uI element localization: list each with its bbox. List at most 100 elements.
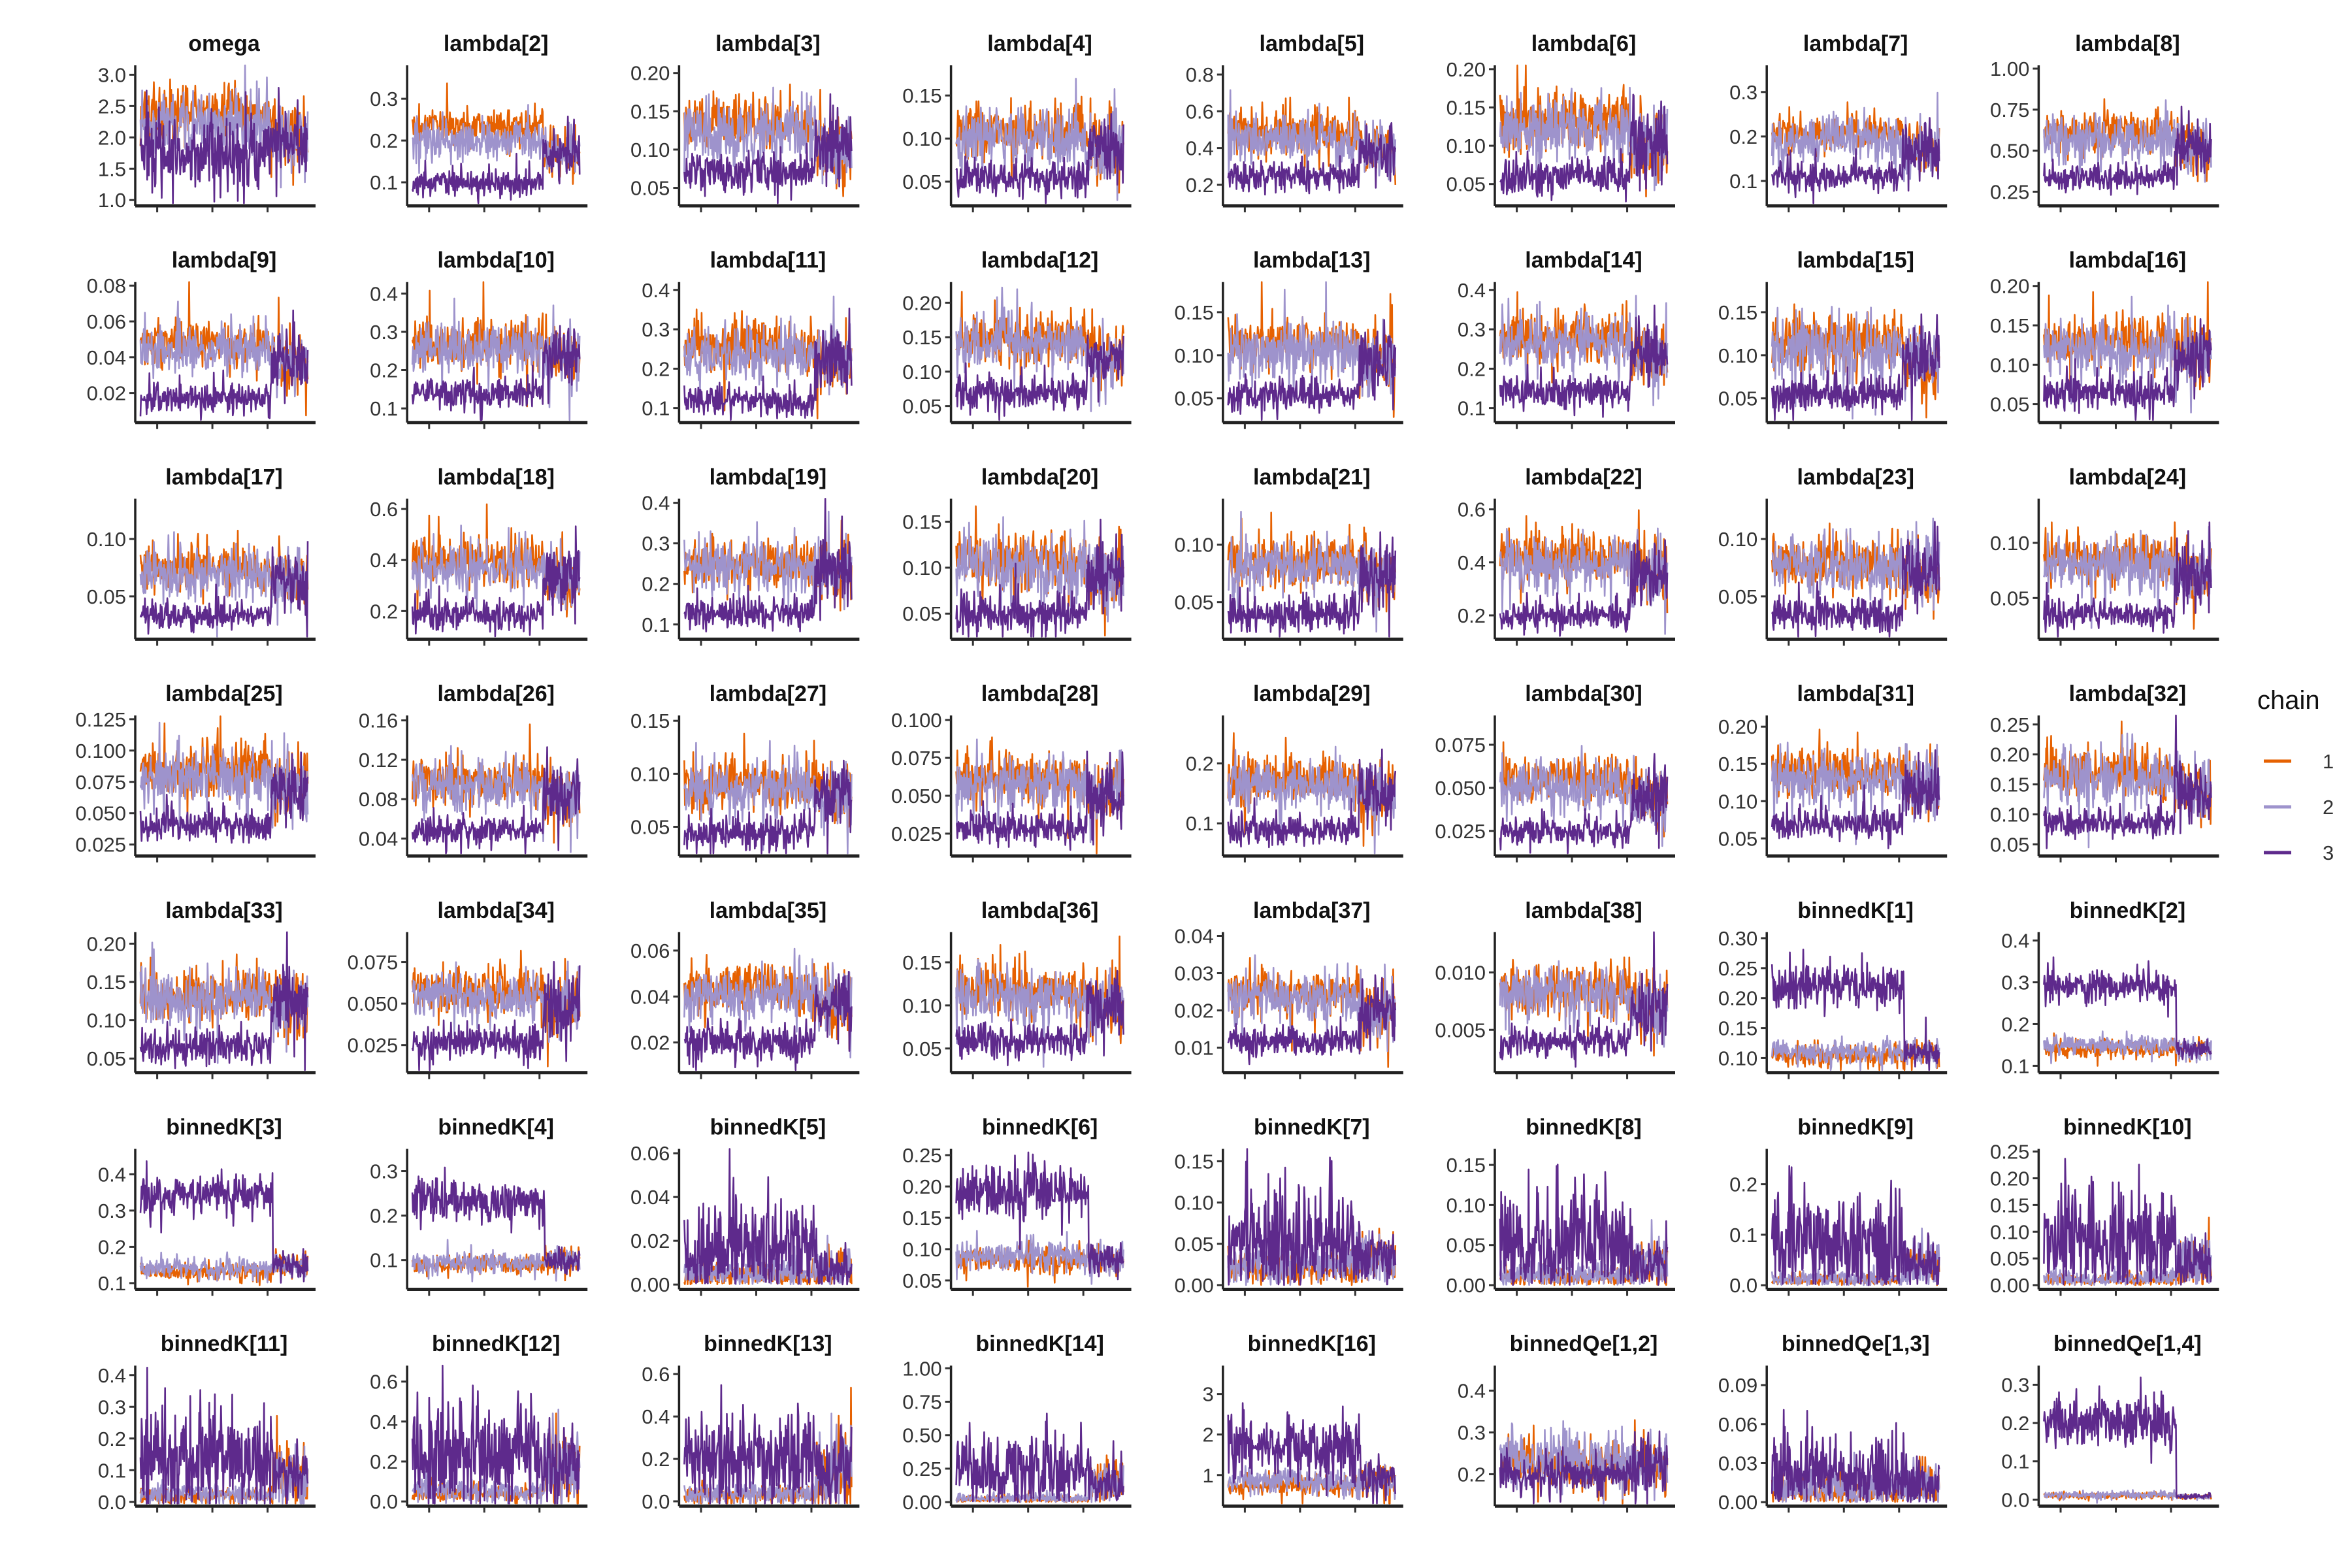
- panel-9: lambda[9] 0.02 0.04 0.06 0.08: [87, 248, 316, 429]
- trace-chain-2: [1227, 89, 1397, 181]
- y-tick-label: 0.12: [359, 749, 398, 772]
- panel-title: lambda[15]: [1797, 248, 1914, 273]
- y-tick-label: 0.04: [630, 985, 670, 1008]
- panel-30: lambda[30] 0.025 0.050 0.075: [1435, 681, 1675, 863]
- y-tick-label: 3.0: [98, 63, 126, 86]
- y-tick-label: 0.050: [891, 785, 942, 808]
- panel-32: lambda[32] 0.05 0.10 0.15 0.20 0.25: [1990, 681, 2219, 863]
- panel-title: lambda[35]: [710, 898, 827, 923]
- panel-title: binnedK[4]: [438, 1115, 554, 1140]
- trace-chain-3: [411, 525, 581, 638]
- y-tick-label: 0.4: [2001, 930, 2029, 953]
- y-tick-label: 0.10: [630, 762, 670, 785]
- y-tick-label: 0.2: [1458, 604, 1486, 627]
- panel-title: binnedQe[1,4]: [2053, 1331, 2202, 1356]
- panel-title: lambda[24]: [2069, 465, 2187, 489]
- y-tick-label: 0.10: [630, 139, 670, 161]
- trace-chain-2: [1771, 91, 1940, 185]
- y-tick-label: 0.005: [1435, 1019, 1486, 1041]
- y-tick-label: 3: [1203, 1383, 1214, 1406]
- legend: chain 1 2 3: [2257, 686, 2334, 864]
- panel-48: binnedK[10] 0.00 0.05 0.10 0.15 0.20 0.25: [1990, 1115, 2219, 1297]
- trace-chain-3: [411, 1364, 580, 1505]
- panel-title: binnedK[8]: [1526, 1115, 1642, 1140]
- panel-title: lambda[3]: [715, 31, 821, 56]
- y-tick-label: 0.2: [2001, 1013, 2029, 1036]
- panel-title: lambda[9]: [172, 248, 277, 273]
- y-tick-label: 0.20: [1718, 987, 1757, 1010]
- y-tick-label: 0.3: [2001, 1374, 2029, 1397]
- panel-46: binnedK[8] 0.00 0.05 0.10 0.15: [1446, 1115, 1675, 1297]
- y-tick-label: 0.075: [75, 771, 126, 794]
- panel-37: lambda[37] 0.01 0.02 0.03 0.04: [1174, 898, 1403, 1079]
- y-tick-label: 0.6: [370, 1371, 398, 1394]
- y-tick-label: 0.2: [642, 1448, 670, 1471]
- panel-1: omega 1.0 1.5 2.0 2.5 3.0: [98, 31, 316, 212]
- y-tick-label: 0.10: [1718, 790, 1757, 813]
- y-tick-label: 0.075: [348, 951, 399, 974]
- panel-51: binnedK[13] 0.0 0.2 0.4 0.6: [642, 1331, 860, 1513]
- trace-chain-3: [2043, 521, 2212, 638]
- y-tick-label: 0.4: [1458, 1380, 1486, 1403]
- y-tick-label: 0.10: [1174, 1192, 1213, 1215]
- y-tick-label: 0.15: [1990, 1194, 2029, 1217]
- panel-title: binnedK[9]: [1797, 1115, 1914, 1140]
- y-tick-label: 0.2: [370, 1205, 398, 1228]
- panel-11: lambda[11] 0.1 0.2 0.3 0.4: [642, 248, 860, 429]
- y-tick-label: 0.15: [902, 84, 941, 107]
- trace-chain-3: [139, 751, 309, 844]
- y-tick-label: 0.2: [1729, 125, 1757, 148]
- panel-title: lambda[11]: [710, 248, 826, 273]
- y-tick-label: 0.10: [902, 127, 941, 150]
- panel-29: lambda[29] 0.1 0.2: [1186, 681, 1403, 863]
- trace-chain-3: [139, 1160, 309, 1284]
- y-tick-label: 0.05: [902, 1269, 941, 1292]
- panel-24: lambda[24] 0.05 0.10: [1990, 465, 2219, 646]
- panel-title: lambda[25]: [165, 681, 283, 706]
- panel-13: lambda[13] 0.05 0.10 0.15: [1174, 248, 1403, 429]
- y-tick-label: 0.06: [87, 310, 126, 333]
- trace-chain-3: [1499, 753, 1669, 855]
- y-tick-label: 0.00: [1718, 1491, 1757, 1514]
- y-tick-label: 0.05: [1990, 393, 2029, 416]
- y-tick-label: 0.04: [1174, 925, 1213, 948]
- y-tick-label: 2.0: [98, 126, 126, 149]
- trace-chain-3: [683, 1148, 853, 1286]
- y-tick-label: 0.15: [902, 1207, 941, 1230]
- trace-chain-2: [683, 740, 853, 855]
- y-tick-label: 0.20: [87, 932, 126, 955]
- y-tick-label: 0.4: [370, 549, 398, 572]
- y-tick-label: 0.3: [98, 1396, 126, 1418]
- y-tick-label: 0.10: [1446, 1194, 1486, 1217]
- panel-44: binnedK[6] 0.05 0.10 0.15 0.20 0.25: [902, 1115, 1132, 1296]
- trace-chain-3: [683, 759, 853, 855]
- panel-title: lambda[17]: [165, 465, 283, 489]
- panel-6: lambda[6] 0.05 0.10 0.15 0.20: [1446, 31, 1675, 212]
- trace-chain-3: [411, 1166, 581, 1275]
- legend-entry-3: 3: [2264, 841, 2334, 864]
- y-tick-label: 1.0: [98, 189, 126, 212]
- y-tick-label: 0.4: [98, 1163, 126, 1186]
- y-tick-label: 0.15: [902, 511, 941, 534]
- y-tick-label: 0.04: [630, 1186, 670, 1209]
- trace-chain-3: [1771, 1165, 1940, 1286]
- y-tick-label: 0.20: [1446, 58, 1486, 81]
- y-tick-label: 0.03: [1718, 1452, 1757, 1475]
- y-tick-label: 0.15: [1718, 1017, 1757, 1040]
- y-tick-label: 0.010: [1435, 961, 1486, 984]
- panel-title: lambda[13]: [1253, 248, 1371, 273]
- y-tick-label: 0.20: [902, 1175, 941, 1198]
- y-tick-label: 0.20: [902, 291, 941, 314]
- y-tick-label: 0.075: [891, 747, 942, 770]
- y-tick-label: 0.1: [98, 1272, 126, 1295]
- y-tick-label: 0.100: [75, 740, 126, 762]
- y-tick-label: 0.05: [1174, 1233, 1213, 1256]
- panel-title: binnedK[16]: [1248, 1331, 1376, 1356]
- y-tick-label: 0.3: [1458, 318, 1486, 341]
- panel-28: lambda[28] 0.025 0.050 0.075 0.100: [891, 681, 1132, 863]
- y-tick-label: 0.10: [1990, 803, 2029, 826]
- y-tick-label: 0.05: [1718, 827, 1757, 850]
- legend-label-2: 2: [2323, 796, 2334, 819]
- trace-chain-3: [1771, 749, 1940, 849]
